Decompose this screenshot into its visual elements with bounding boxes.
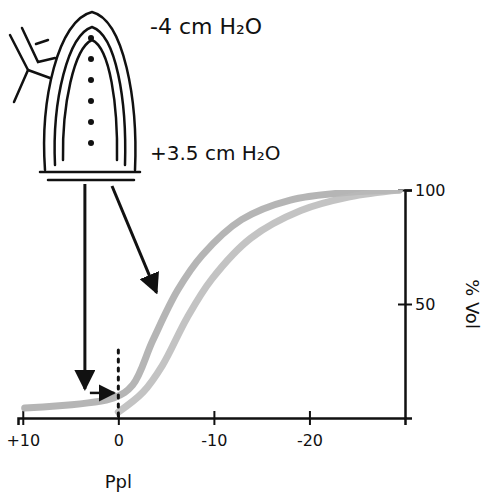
plot-area [25,190,400,412]
lung-stroke [48,179,134,182]
lung-dot [88,119,94,125]
y-axis-title: % Vol [462,279,483,329]
y-tick-mark [398,304,412,306]
x-axis-title: Ppl [105,471,132,492]
zero-line [117,345,120,416]
annotation-arrow [83,184,86,389]
shift-arrow [90,392,114,395]
lung-dot [88,98,94,104]
lung-stroke [40,171,140,174]
curve [25,190,400,408]
lung-stroke [28,70,50,78]
lung-stroke [55,27,126,165]
lung-stroke [22,28,55,62]
annotation: -4 cm H₂O [150,14,262,39]
chart: +10 0 -10 -20 50 100 Ppl % Vol -4 cm H₂O +3.5 cm … [0,0,488,504]
x-tick: -10 [201,411,227,450]
y-axis: 50 100 [398,181,446,419]
x-tick-label: 0 [114,431,124,450]
x-tick-label: +10 [6,431,40,450]
curve [118,190,399,412]
x-tick: -20 [297,411,323,450]
x-tick-label: -10 [201,431,227,450]
lung-stroke [36,40,48,44]
y-tick: 50 [398,295,435,314]
x-axis-line [19,419,406,426]
lung-stroke [63,40,117,160]
lung-stroke [10,35,28,102]
y-tick-label: 100 [415,181,446,200]
x-axis: +10 0 -10 -20 [6,411,405,450]
lung-sketch [10,12,140,180]
annotation: +3.5 cm H₂O [150,141,281,165]
y-tick-label: 50 [415,295,435,314]
y-tick: 100 [398,181,446,200]
x-tick: +10 [6,411,40,450]
lung-dot [88,77,94,83]
annotation-arrow [112,186,157,293]
lung-dot [88,35,94,41]
x-tick-mark [22,411,24,425]
x-tick-mark [309,411,311,425]
lung-dot [88,56,94,62]
x-tick-mark [213,411,215,425]
lung-stroke [44,12,135,170]
lung-dot [88,140,94,146]
x-tick-label: -20 [297,431,323,450]
